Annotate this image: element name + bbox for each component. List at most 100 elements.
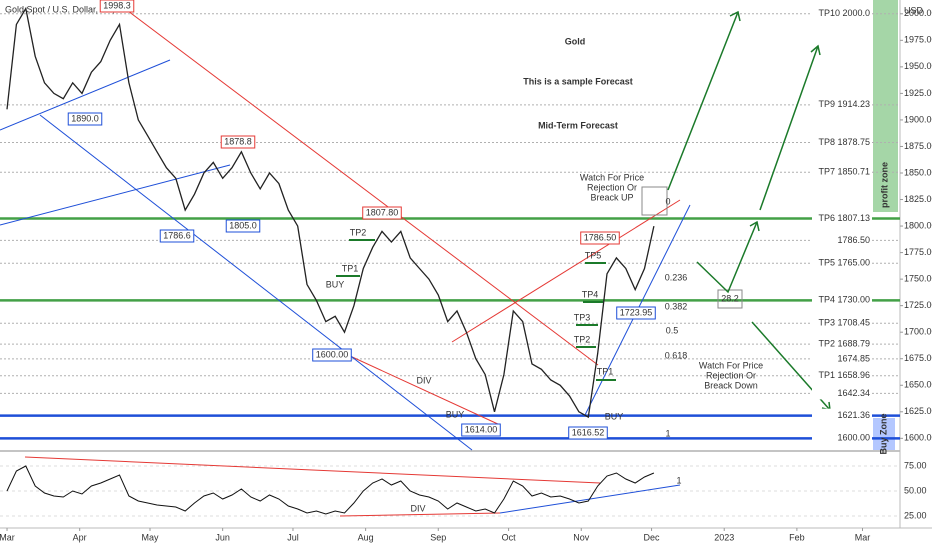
note-line: Rejection Or — [587, 182, 637, 192]
annotation-box — [580, 231, 620, 245]
annotation: TP4 — [582, 289, 599, 299]
annotation: TP5 — [585, 250, 602, 260]
y-tick-label: 1725.00 — [904, 300, 932, 310]
x-tick-label: Sep — [430, 532, 446, 542]
y-tick-label: 1850.00 — [904, 167, 932, 177]
y-tick-label: 1900.00 — [904, 114, 932, 124]
x-tick-label: Feb — [789, 532, 805, 542]
note-line: Rejection Or — [706, 370, 756, 380]
level-label: TP6 1807.13 — [818, 213, 870, 223]
trend-line — [0, 59, 171, 131]
annotation: 1 — [676, 475, 681, 485]
level-label: 1600.00 — [837, 433, 870, 443]
y-tick-label: 1925.00 — [904, 88, 932, 98]
x-tick-label: Mar — [0, 532, 15, 542]
x-tick-label: Aug — [358, 532, 374, 542]
drawings — [0, 4, 831, 517]
price-line — [6, 6, 655, 419]
level-label-bg — [812, 165, 872, 179]
x-tick-label: May — [141, 532, 159, 542]
x-tick-label: Oct — [502, 532, 517, 542]
level-label: TP10 2000.0 — [818, 8, 870, 18]
y-tick-label: 1625.00 — [904, 406, 932, 416]
annotation: 1998.3 — [103, 0, 131, 10]
y-tick-label: 1825.00 — [904, 194, 932, 204]
annotation: 1807.80 — [366, 207, 399, 217]
x-tick-label: Apr — [73, 532, 87, 542]
level-label: TP7 1850.71 — [818, 167, 870, 177]
annotation: 1600.00 — [316, 349, 349, 359]
annotation: TP3 — [574, 312, 591, 322]
x-tick-label: Jul — [287, 532, 299, 542]
x-tick-label: Jun — [215, 532, 230, 542]
level-label-bg — [812, 431, 872, 445]
annotation: TP2 — [574, 334, 591, 344]
annotation: TP1 — [342, 263, 359, 273]
level-label-bg — [812, 316, 872, 330]
trend-line — [119, 4, 599, 366]
level-label-bg — [812, 408, 872, 422]
y-tick-label: 1675.00 — [904, 353, 932, 363]
annotation: DIV — [410, 503, 425, 513]
level-label: 1786.50 — [837, 235, 870, 245]
annotation: 1 — [665, 428, 670, 438]
annotation: Mid-Term Forecast — [538, 120, 618, 130]
annotation-box — [362, 206, 402, 220]
annotation-box — [312, 348, 352, 362]
level-label-bg — [812, 368, 872, 382]
y-tick-label: 1775.00 — [904, 247, 932, 257]
annotation: TP2 — [350, 227, 367, 237]
profit-zone-band — [873, 0, 898, 212]
annotation: 1786.6 — [163, 230, 191, 240]
annotation: 1616.52 — [572, 427, 605, 437]
annotation: 0.5 — [666, 325, 679, 335]
annotation: TP1 — [597, 366, 614, 376]
annotation: 0.382 — [665, 301, 688, 311]
level-label: TP8 1878.75 — [818, 137, 870, 147]
currency: USD — [904, 5, 924, 15]
annotation: Gold — [565, 36, 586, 46]
annotation: 0 — [665, 196, 670, 206]
x-tick-label: 2023 — [714, 532, 734, 542]
rsi-line — [6, 465, 655, 515]
annotation: BUY — [326, 279, 345, 289]
annotation: 1805.0 — [229, 220, 257, 230]
annotation: Buy Zone — [878, 413, 888, 454]
trend-line — [39, 114, 473, 451]
annotation: This is a sample Forecast — [523, 76, 633, 86]
rejection-box — [717, 289, 743, 309]
level-label-bg — [812, 293, 872, 307]
annotation: 28.2 — [721, 293, 739, 303]
level-label: TP9 1914.23 — [818, 99, 870, 109]
note-line: Breack Down — [704, 380, 758, 390]
level-label-bg — [812, 256, 872, 270]
annotation: profit zone — [879, 162, 889, 208]
y-tick-label: 1700.00 — [904, 327, 932, 337]
x-tick-label: Mar — [855, 532, 871, 542]
annotation-box — [461, 423, 501, 437]
rejection-box — [641, 186, 668, 216]
annotation: 0.236 — [665, 272, 688, 282]
y-tick-label: 1875.00 — [904, 141, 932, 151]
annotation: 0.618 — [665, 350, 688, 360]
annotation-box — [225, 219, 261, 233]
level-label: 1621.36 — [837, 410, 870, 420]
y-tick-label: 1750.00 — [904, 274, 932, 284]
annotation-box — [159, 229, 195, 243]
level-label: TP1 1658.96 — [818, 370, 870, 380]
annotation: BUY — [605, 411, 624, 421]
rsi-tick-label: 75.00 — [904, 460, 927, 470]
note-line: Watch For Price — [580, 172, 644, 182]
y-tick-label: 1950.00 — [904, 61, 932, 71]
level-label: TP5 1765.00 — [818, 258, 870, 268]
annotation-box — [67, 112, 103, 126]
annotation: 1890.0 — [71, 113, 99, 123]
rsi-trend — [339, 512, 501, 517]
level-label: 1674.85 — [837, 353, 870, 363]
level-label-bg — [812, 211, 872, 225]
annotation: 1786.50 — [584, 232, 617, 242]
level-label: 1642.34 — [837, 388, 870, 398]
y-tick-label: 1975.00 — [904, 35, 932, 45]
